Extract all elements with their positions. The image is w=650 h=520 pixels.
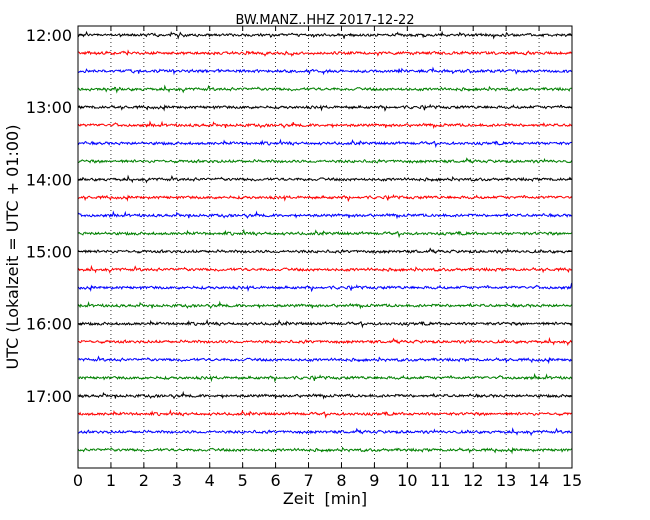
y-tick-label: 17:00 — [26, 387, 72, 406]
x-tick-label: 0 — [73, 471, 83, 490]
x-tick-label: 8 — [336, 471, 346, 490]
x-axis: 0 1 2 3 4 5 6 7 8 9 10 11 12 13 14 15 — [73, 26, 582, 490]
x-tick-label: 15 — [562, 471, 582, 490]
x-tick-label: 2 — [139, 471, 149, 490]
trace-line — [77, 193, 573, 203]
x-tick-label: 1 — [106, 471, 116, 490]
seismogram-traces — [77, 30, 573, 455]
x-tick-label: 7 — [303, 471, 313, 490]
trace-line — [77, 446, 572, 455]
x-tick-label: 6 — [271, 471, 281, 490]
y-tick-label: 13:00 — [26, 98, 72, 117]
trace-line — [77, 300, 573, 310]
chart-title: BW.MANZ..HHZ 2017-12-22 — [235, 13, 414, 28]
grid — [110, 26, 540, 468]
x-tick-label: 12 — [463, 471, 483, 490]
trace-line — [77, 174, 573, 184]
trace-line — [77, 30, 573, 40]
x-tick-label: 9 — [369, 471, 379, 490]
y-tick-label: 14:00 — [26, 170, 72, 189]
trace-line — [78, 66, 573, 76]
trace-line — [77, 120, 573, 130]
trace-line — [77, 355, 573, 365]
trace-line — [77, 103, 572, 112]
x-tick-label: 4 — [205, 471, 215, 490]
trace-line — [77, 409, 573, 419]
y-tick-label: 16:00 — [26, 315, 72, 334]
trace-line — [77, 372, 573, 383]
trace-line — [77, 427, 573, 437]
trace-line — [77, 228, 573, 239]
trace-line — [77, 336, 573, 347]
trace-line — [77, 282, 573, 293]
trace-line — [78, 49, 573, 57]
trace-line — [77, 390, 573, 400]
x-tick-label: 5 — [238, 471, 248, 490]
x-tick-label: 11 — [430, 471, 450, 490]
y-tick-label: 15:00 — [26, 243, 72, 262]
plot-frame — [77, 25, 573, 469]
y-tick-label: 12:00 — [26, 26, 72, 45]
trace-line — [77, 247, 573, 255]
y-axis: 12:00 13:00 14:00 15:00 16:00 17:00 — [26, 26, 572, 406]
x-tick-label: 13 — [496, 471, 516, 490]
x-tick-label: 14 — [529, 471, 549, 490]
x-tick-label: 3 — [172, 471, 182, 490]
trace-line — [77, 138, 573, 149]
x-axis-label: Zeit [min] — [283, 489, 367, 508]
y-axis-label: UTC (Lokalzeit = UTC + 01:00) — [3, 125, 22, 370]
x-tick-label: 10 — [397, 471, 417, 490]
trace-line — [77, 210, 573, 220]
trace-line — [77, 264, 573, 274]
trace-line — [77, 84, 573, 94]
trace-line — [77, 318, 573, 329]
trace-line — [77, 157, 573, 164]
